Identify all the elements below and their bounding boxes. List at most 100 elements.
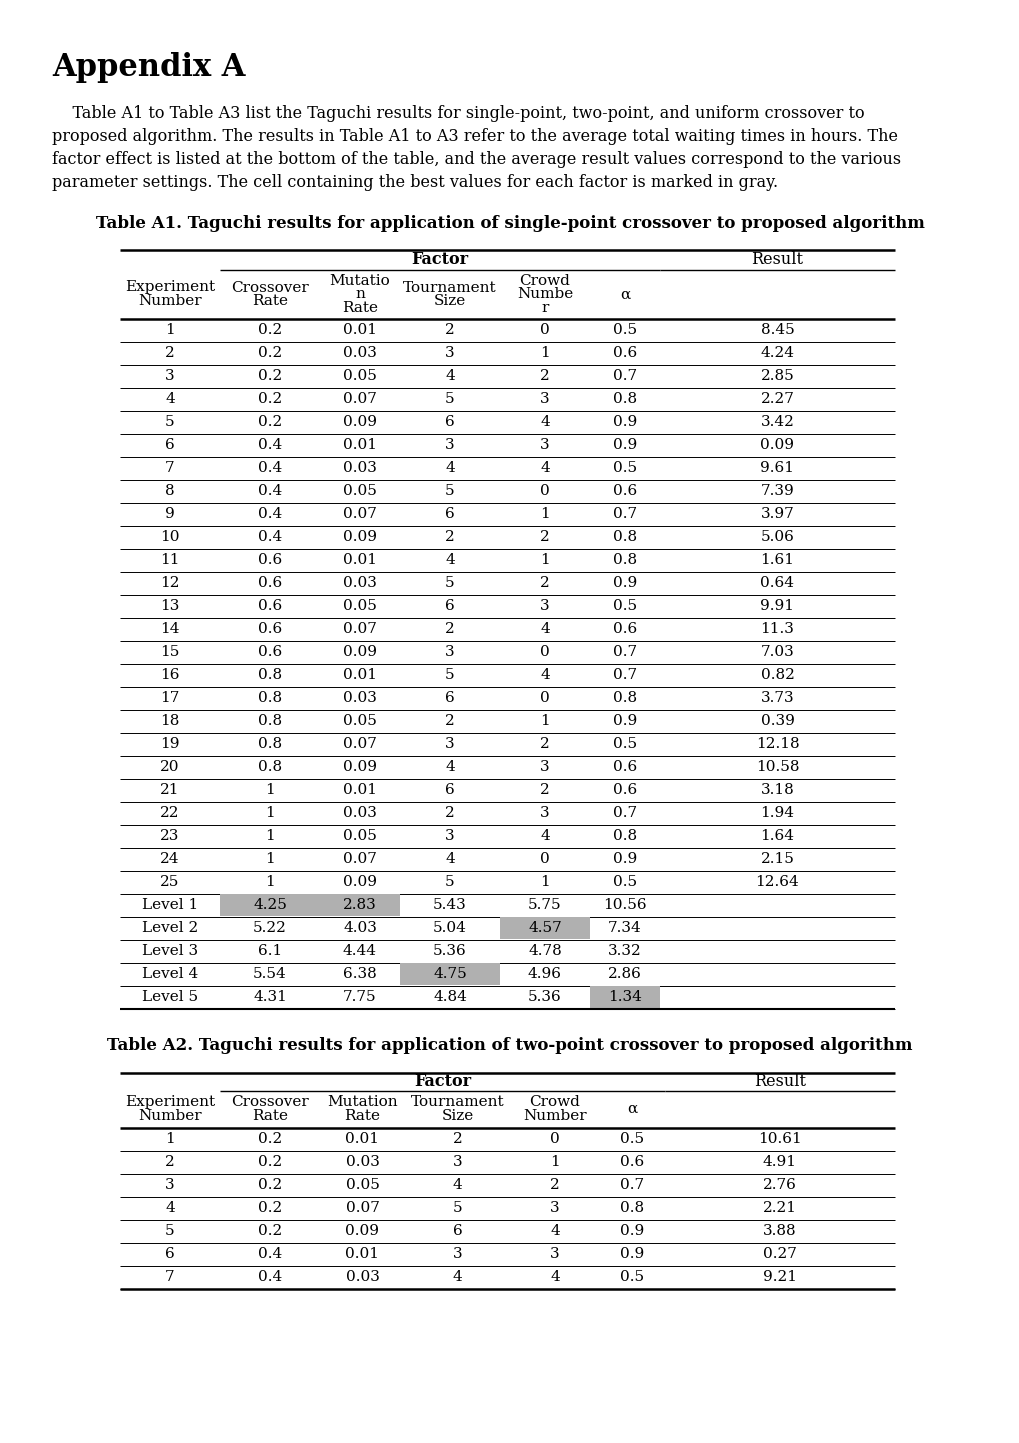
Text: 0.7: 0.7: [620, 1177, 644, 1192]
Text: 1: 1: [165, 323, 174, 338]
Text: 3: 3: [540, 439, 549, 452]
Text: 4: 4: [444, 553, 454, 567]
Text: 0.5: 0.5: [620, 1131, 644, 1146]
Text: Mutation: Mutation: [327, 1095, 397, 1110]
Text: 4.57: 4.57: [528, 921, 561, 935]
Text: 5: 5: [444, 392, 454, 405]
Text: 0.9: 0.9: [612, 439, 637, 452]
Text: 0.8: 0.8: [612, 530, 637, 544]
Text: 0.09: 0.09: [342, 645, 377, 659]
Text: 0.9: 0.9: [612, 714, 637, 729]
Text: 3: 3: [540, 599, 549, 613]
Text: 3.32: 3.32: [607, 944, 641, 958]
Text: 0.03: 0.03: [342, 576, 377, 590]
Text: 0: 0: [540, 323, 549, 338]
Text: 4.24: 4.24: [760, 346, 794, 359]
Text: 8: 8: [165, 483, 174, 498]
Text: 3: 3: [444, 346, 454, 359]
Text: 0.8: 0.8: [258, 760, 282, 773]
Text: Rate: Rate: [344, 1108, 380, 1123]
Text: 6: 6: [444, 416, 454, 429]
Text: 5: 5: [444, 668, 454, 683]
Text: 0.01: 0.01: [342, 553, 377, 567]
Text: 0.4: 0.4: [258, 439, 282, 452]
Text: 2.83: 2.83: [342, 898, 376, 912]
Text: 8.45: 8.45: [760, 323, 794, 338]
Text: 3: 3: [549, 1201, 559, 1215]
Text: 0.4: 0.4: [258, 506, 282, 521]
Text: 0.2: 0.2: [258, 1224, 282, 1238]
Text: 0.8: 0.8: [612, 828, 637, 843]
Text: 4.96: 4.96: [528, 967, 561, 981]
Text: 21: 21: [160, 784, 179, 797]
Text: 0.2: 0.2: [258, 1154, 282, 1169]
Text: 4.91: 4.91: [762, 1154, 796, 1169]
Text: 2: 2: [444, 807, 454, 820]
Text: 0.6: 0.6: [612, 622, 637, 636]
Text: 0.5: 0.5: [620, 1270, 644, 1284]
Text: 0.7: 0.7: [612, 668, 637, 683]
Text: 0: 0: [540, 691, 549, 706]
Text: 0.2: 0.2: [258, 1201, 282, 1215]
Text: parameter settings. The cell containing the best values for each factor is marke: parameter settings. The cell containing …: [52, 175, 777, 190]
Text: 0.01: 0.01: [342, 668, 377, 683]
Text: 15: 15: [160, 645, 179, 659]
Text: 3: 3: [444, 737, 454, 750]
Text: 4: 4: [549, 1270, 559, 1284]
Text: 0.03: 0.03: [342, 691, 377, 706]
Text: 0.8: 0.8: [620, 1201, 644, 1215]
Text: 2.27: 2.27: [760, 392, 794, 405]
Text: 24: 24: [160, 851, 179, 866]
Text: 7.34: 7.34: [607, 921, 641, 935]
Text: 2.21: 2.21: [762, 1201, 796, 1215]
Text: Result: Result: [753, 1074, 805, 1089]
Text: 4: 4: [540, 460, 549, 475]
Text: 4: 4: [165, 1201, 174, 1215]
Text: 9: 9: [165, 506, 174, 521]
Text: 5.54: 5.54: [253, 967, 286, 981]
Text: 4: 4: [444, 760, 454, 773]
Text: 0.07: 0.07: [345, 1201, 379, 1215]
Text: 0.7: 0.7: [612, 506, 637, 521]
Text: 1: 1: [265, 807, 274, 820]
Text: 0.05: 0.05: [342, 714, 377, 729]
Text: Factor: Factor: [414, 1074, 471, 1089]
Text: α: α: [620, 287, 630, 302]
Text: 2.76: 2.76: [762, 1177, 796, 1192]
Text: Rate: Rate: [252, 294, 287, 307]
Text: 2: 2: [540, 784, 549, 797]
Text: 17: 17: [160, 691, 179, 706]
Text: 4.31: 4.31: [253, 990, 286, 1004]
Text: 3.73: 3.73: [760, 691, 794, 706]
Bar: [320, 895, 399, 916]
Text: 0.9: 0.9: [620, 1247, 644, 1261]
Text: 1: 1: [540, 506, 549, 521]
Text: 0.07: 0.07: [342, 506, 377, 521]
Text: 1: 1: [549, 1154, 559, 1169]
Text: Size: Size: [433, 294, 466, 307]
Text: 10.56: 10.56: [602, 898, 646, 912]
Text: 4: 4: [165, 392, 174, 405]
Text: 0.6: 0.6: [258, 622, 282, 636]
Text: 0.8: 0.8: [258, 691, 282, 706]
Text: 0.9: 0.9: [612, 576, 637, 590]
Text: 3.42: 3.42: [760, 416, 794, 429]
Text: 1: 1: [265, 851, 274, 866]
Text: 0.07: 0.07: [342, 392, 377, 405]
Text: 0.9: 0.9: [612, 851, 637, 866]
Text: 0.01: 0.01: [342, 784, 377, 797]
Text: 5: 5: [452, 1201, 462, 1215]
Text: 0.03: 0.03: [342, 460, 377, 475]
Text: 0.2: 0.2: [258, 346, 282, 359]
Text: 6: 6: [452, 1224, 462, 1238]
Text: 0.4: 0.4: [258, 1247, 282, 1261]
Text: 1: 1: [540, 714, 549, 729]
Text: 0.05: 0.05: [342, 828, 377, 843]
Text: 23: 23: [160, 828, 179, 843]
Text: 0.6: 0.6: [612, 784, 637, 797]
Text: 0.7: 0.7: [612, 645, 637, 659]
Text: 0.05: 0.05: [342, 599, 377, 613]
Text: 4: 4: [444, 851, 454, 866]
Text: 0.9: 0.9: [620, 1224, 644, 1238]
Text: 0.09: 0.09: [342, 874, 377, 889]
